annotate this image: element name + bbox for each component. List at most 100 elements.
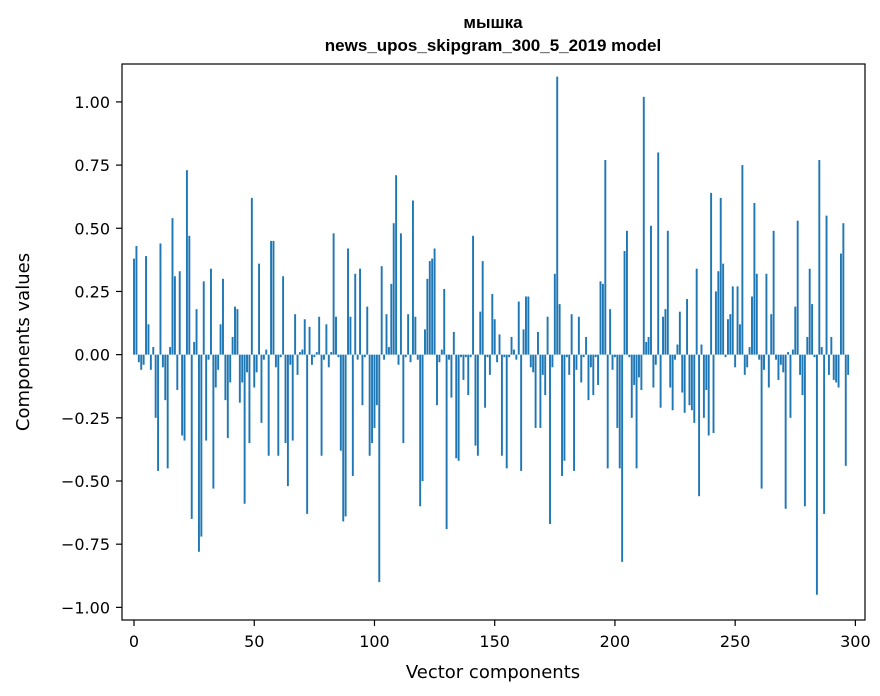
bar [181, 354, 184, 436]
bar [693, 354, 696, 423]
bar [676, 344, 679, 355]
bar [782, 354, 785, 373]
bar [226, 354, 229, 439]
plot-frame [121, 63, 866, 621]
bar [690, 354, 693, 411]
bar [313, 354, 316, 358]
bar [650, 225, 652, 355]
bar [597, 354, 600, 385]
y-tick-label: 0.75 [74, 156, 110, 175]
bar [537, 331, 539, 355]
bar [493, 319, 496, 355]
bar [510, 336, 513, 355]
bar [801, 354, 804, 396]
bar [195, 309, 198, 355]
bar [193, 342, 196, 355]
bar [390, 283, 393, 355]
bar [505, 354, 508, 469]
bar [145, 256, 147, 355]
bar [640, 354, 643, 391]
bar [794, 306, 797, 355]
bar [815, 354, 818, 595]
bar [541, 354, 544, 375]
bar [763, 354, 765, 370]
bar [520, 354, 523, 471]
bar [594, 354, 597, 358]
bar [440, 349, 443, 355]
bar [147, 324, 150, 355]
bar [306, 354, 309, 514]
bar [436, 354, 438, 406]
bar [806, 336, 809, 355]
bar [710, 192, 713, 355]
bar [133, 258, 135, 355]
bar [399, 233, 402, 355]
x-axis-label: Vector components [406, 662, 580, 683]
x-axis-ticks: 0 50 100 150 200 250 300 [129, 620, 871, 651]
bar [772, 230, 775, 355]
bar [664, 309, 667, 355]
bar [253, 354, 256, 388]
bar [657, 152, 660, 355]
bar [686, 299, 689, 355]
bar [556, 76, 559, 355]
bar [397, 354, 400, 365]
bar [496, 354, 499, 363]
bar [173, 276, 176, 355]
bar [474, 354, 477, 446]
bar [830, 336, 833, 355]
x-tick-label: 150 [479, 632, 510, 651]
bar [448, 354, 450, 360]
bar [272, 240, 275, 355]
bar [633, 354, 636, 385]
bar [241, 354, 244, 383]
bar [452, 331, 455, 355]
y-tick-label: −0.50 [61, 472, 110, 491]
bar [426, 278, 429, 355]
bar [484, 354, 487, 408]
bar [366, 306, 369, 355]
bar [796, 220, 799, 355]
bar [784, 354, 787, 509]
bar [171, 218, 174, 355]
bar [197, 354, 200, 552]
bar [373, 354, 376, 428]
bar [383, 354, 386, 360]
bar [486, 354, 489, 358]
bar [157, 354, 160, 471]
bar [616, 354, 619, 428]
bar [411, 200, 414, 355]
bar [421, 354, 424, 481]
bar [647, 336, 650, 355]
bar [575, 354, 578, 370]
bar [419, 354, 422, 507]
bar [176, 354, 179, 391]
bar [438, 354, 441, 363]
bar [291, 354, 294, 441]
bar [630, 354, 633, 418]
bar [654, 354, 657, 365]
bar [325, 324, 328, 355]
bar [625, 230, 628, 355]
bar [642, 96, 645, 355]
bar [356, 354, 359, 360]
bar [234, 306, 236, 355]
bar [202, 281, 205, 355]
bar [551, 354, 554, 368]
bar [746, 354, 749, 368]
bar [623, 251, 626, 355]
bar [503, 354, 506, 358]
bar [433, 248, 436, 355]
bar [301, 349, 304, 355]
bar [395, 175, 398, 355]
y-tick-label: 1.00 [74, 93, 110, 112]
bar [140, 354, 143, 370]
bar [387, 347, 390, 355]
bar [335, 316, 337, 355]
bar [758, 354, 761, 360]
bar [217, 354, 220, 370]
bar [265, 349, 268, 355]
bar [722, 263, 725, 355]
bar [688, 354, 691, 406]
